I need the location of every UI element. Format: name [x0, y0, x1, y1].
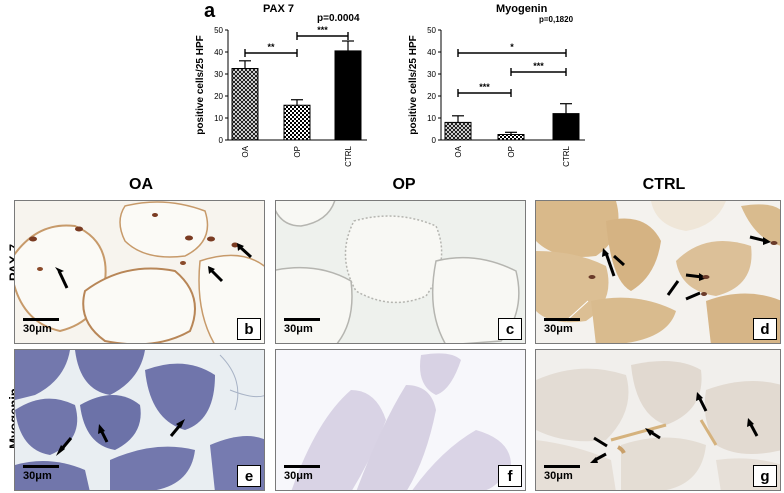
column-header-oa: OA	[129, 176, 153, 193]
column-header-ctrl: CTRL	[642, 176, 686, 193]
panel-label: a	[204, 0, 216, 22]
column-header-op: OP	[392, 176, 416, 193]
bar-1-1	[497, 134, 525, 141]
significance-label-0-0: **	[267, 42, 275, 52]
y-tick-label-1-1: 10	[427, 114, 436, 123]
bar-1-0	[444, 121, 472, 141]
x-tick-label-1-1: OP	[507, 146, 516, 158]
bar-charts: a PAX 7 p=0.0004 positive cells/25 HPF 0 10 2…	[195, 0, 585, 167]
image-letter-e: e	[237, 465, 261, 487]
bar-0-1	[283, 104, 311, 141]
x-tick-label-0-0: OA	[241, 145, 250, 157]
x-tick-label-0-1: OP	[293, 146, 302, 158]
image-letter-f: f	[498, 465, 522, 487]
x-tick-label-1-2: CTRL	[562, 145, 571, 166]
image-letter-b: b	[237, 318, 261, 340]
micrograph-op-myogenin: 30μm f	[275, 349, 526, 491]
x-tick-label-0-2: CTRL	[344, 145, 353, 166]
scale-bar-c: 30μm	[284, 318, 320, 335]
y-tick-label-1-3: 30	[427, 70, 436, 79]
y-tick-label-1-5: 50	[427, 26, 436, 35]
y-tick-label-0-2: 20	[214, 92, 223, 101]
significance-label-0-1: ***	[317, 25, 328, 35]
y-tick-label-0-5: 50	[214, 26, 223, 35]
y-tick-label-0-0: 0	[219, 136, 224, 145]
bar-0-0	[231, 68, 259, 141]
image-letter-g: g	[753, 465, 777, 487]
y-tick-label-0-4: 40	[214, 48, 223, 57]
scale-bar-e: 30μm	[23, 465, 59, 482]
chart-title-1: Myogenin	[496, 3, 548, 15]
significance-label-1-2: ***	[479, 82, 490, 92]
y-tick-label-1-2: 20	[427, 92, 436, 101]
micrograph-ctrl-myogenin: 30μm g	[535, 349, 781, 491]
significance-label-1-0: *	[510, 42, 514, 52]
p-value-annotation-0: p=0.0004	[317, 13, 360, 24]
y-axis-label-1: positive cells/25 HPF	[408, 35, 419, 135]
y-axis-label-0: positive cells/25 HPF	[195, 35, 206, 135]
significance-label-1-1: ***	[533, 61, 544, 71]
micrograph-ctrl-pax7: 30μm d	[535, 200, 781, 344]
micrograph-oa-myogenin: 30μm e	[14, 349, 265, 491]
image-letter-d: d	[753, 318, 777, 340]
scale-bar-f: 30μm	[284, 465, 320, 482]
y-tick-label-1-4: 40	[427, 48, 436, 57]
chart-title-0: PAX 7	[263, 3, 294, 15]
image-letter-c: c	[498, 318, 522, 340]
scale-bar-g: 30μm	[544, 465, 580, 482]
y-tick-label-0-1: 10	[214, 114, 223, 123]
y-tick-label-0-3: 30	[214, 70, 223, 79]
micrograph-oa-pax7: 30μm b	[14, 200, 265, 344]
x-tick-label-1-0: OA	[454, 145, 463, 157]
micrograph-op-pax7: 30μm c	[275, 200, 526, 344]
bar-0-2	[334, 50, 362, 141]
p-value-annotation-1: p=0,1820	[539, 15, 574, 24]
scale-bar-b: 30μm	[23, 318, 59, 335]
bar-1-2	[552, 113, 580, 141]
y-tick-label-1-0: 0	[432, 136, 437, 145]
scale-bar-d: 30μm	[544, 318, 580, 335]
